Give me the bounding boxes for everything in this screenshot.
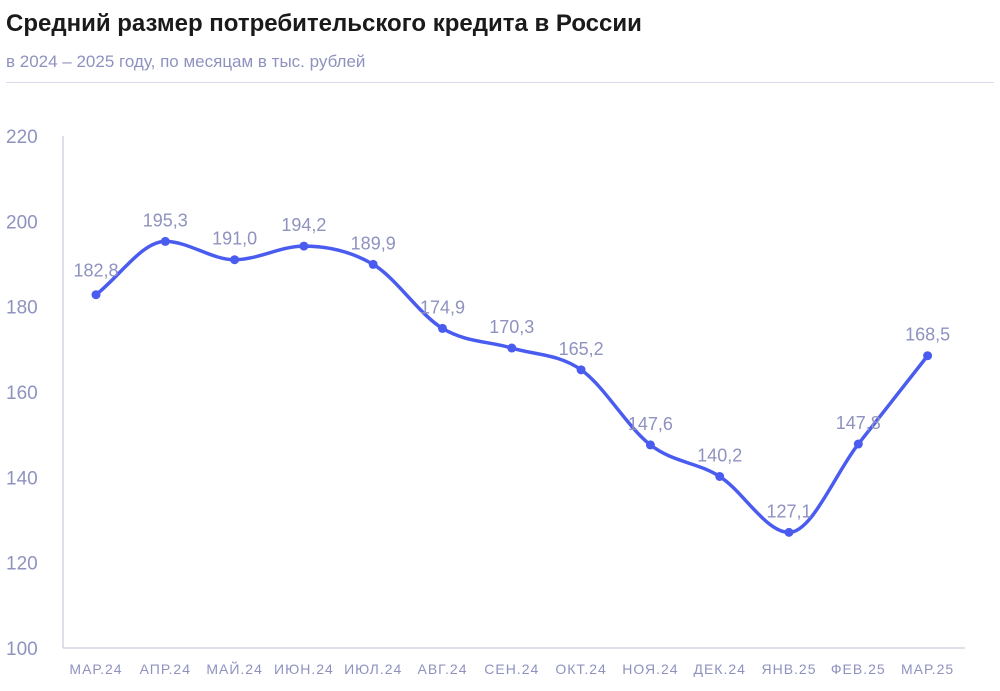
series-group [94,239,930,535]
data-point [853,439,863,449]
data-point [368,259,378,269]
data-labels: 182,8 195,3 191,0 194,2 189,9 174,9 170,3 165,2… [73,210,950,521]
data-point [299,241,309,251]
data-label: 182,8 [73,261,118,281]
y-tick-label: 200 [6,212,38,233]
x-tick-label: МАР.25 [901,661,954,677]
data-label: 140,2 [697,445,742,465]
data-point [715,471,725,481]
y-tick-label: 160 [6,383,38,404]
x-tick-label: ЯНВ.25 [761,661,816,677]
x-tick-label: АПР.24 [140,661,191,677]
series-line [94,239,930,535]
y-tick-label: 180 [6,298,38,319]
y-tick-label: 140 [6,468,38,489]
x-tick-label: ИЮН.24 [274,661,334,677]
x-tick-label: МАР.24 [69,661,122,677]
x-axis-ticks: МАР.24 АПР.24 МАЙ.24 ИЮН.24 ИЮЛ.24 АВГ.24 СЕН.… [69,660,954,677]
data-point [230,255,240,265]
y-tick-label: 100 [6,639,38,660]
data-label: 127,1 [766,501,811,521]
x-tick-label: ДЕК.24 [693,661,745,677]
chart-axes [62,136,965,649]
data-label: 165,2 [559,339,604,359]
data-label: 174,9 [420,297,465,317]
x-tick-label: АВГ.24 [417,661,467,677]
header-divider [6,82,994,83]
data-point [576,365,586,375]
data-point [91,290,101,300]
y-axis-ticks: 100 120 140 160 180 200 220 [6,127,38,660]
data-label: 147,8 [836,413,881,433]
data-label: 189,9 [351,233,396,253]
chart-title: Средний размер потребительского кредита … [6,10,642,37]
data-label: 168,5 [905,325,950,345]
data-point [923,351,933,361]
x-tick-label: ФЕВ.25 [831,661,886,677]
x-tick-label: МАЙ.24 [206,660,263,677]
data-label: 147,6 [628,414,673,434]
data-point [645,440,655,450]
data-label: 195,3 [143,210,188,230]
data-point [438,323,447,333]
data-point [507,343,517,353]
data-point [784,527,794,537]
data-points [91,236,933,537]
x-tick-label: ОКТ.24 [555,661,607,677]
chart-subtitle: в 2024 – 2025 году, по месяцам в тыс. ру… [6,52,366,71]
data-point [160,236,170,246]
x-tick-label: СЕН.24 [484,661,539,677]
data-label: 194,2 [281,215,326,235]
data-label: 191,0 [212,229,257,249]
x-tick-label: НОЯ.24 [622,661,678,677]
data-label: 170,3 [489,317,534,337]
y-tick-label: 120 [6,554,38,575]
y-tick-label: 220 [6,127,38,148]
x-tick-label: ИЮЛ.24 [344,661,402,677]
